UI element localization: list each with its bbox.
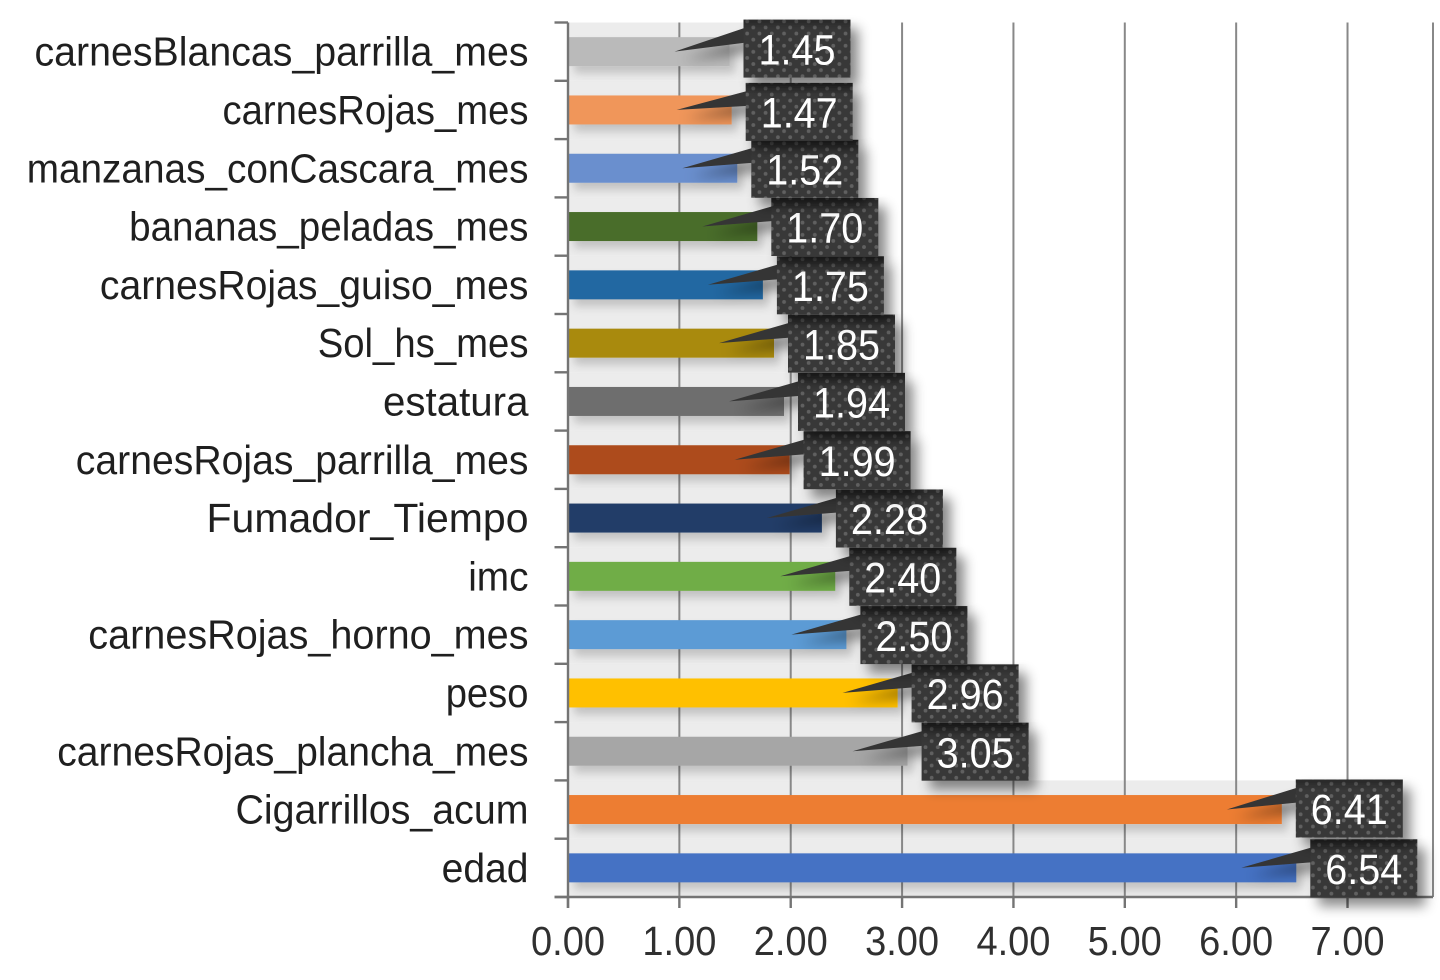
svg-text:Cigarrillos_acum: Cigarrillos_acum	[236, 787, 529, 833]
svg-text:2.00: 2.00	[754, 918, 828, 964]
svg-text:carnesRojas_guiso_mes: carnesRojas_guiso_mes	[100, 262, 529, 308]
svg-text:carnesRojas_mes: carnesRojas_mes	[223, 87, 529, 133]
svg-text:2.40: 2.40	[864, 555, 941, 603]
svg-text:carnesBlancas_parrilla_mes: carnesBlancas_parrilla_mes	[35, 29, 529, 75]
svg-text:2.96: 2.96	[927, 671, 1004, 719]
svg-text:0.00: 0.00	[531, 918, 605, 964]
svg-text:1.47: 1.47	[761, 90, 838, 138]
svg-text:carnesRojas_parrilla_mes: carnesRojas_parrilla_mes	[76, 437, 529, 483]
svg-text:2.50: 2.50	[875, 613, 952, 661]
svg-text:2.28: 2.28	[851, 496, 928, 544]
svg-text:1.99: 1.99	[819, 438, 896, 486]
svg-text:3.00: 3.00	[865, 918, 939, 964]
svg-text:Fumador_Tiempo: Fumador_Tiempo	[207, 495, 529, 541]
svg-text:6.00: 6.00	[1199, 918, 1273, 964]
svg-text:Sol_hs_mes: Sol_hs_mes	[318, 320, 529, 366]
svg-text:5.00: 5.00	[1088, 918, 1162, 964]
svg-text:1.85: 1.85	[803, 321, 880, 369]
svg-text:4.00: 4.00	[976, 918, 1050, 964]
svg-text:edad: edad	[442, 845, 529, 891]
svg-text:1.94: 1.94	[813, 380, 890, 428]
svg-text:6.54: 6.54	[1325, 846, 1402, 894]
svg-text:bananas_peladas_mes: bananas_peladas_mes	[129, 204, 528, 250]
svg-text:carnesRojas_plancha_mes: carnesRojas_plancha_mes	[57, 728, 528, 774]
svg-text:1.70: 1.70	[786, 205, 863, 253]
svg-text:1.45: 1.45	[759, 26, 836, 74]
svg-text:7.00: 7.00	[1311, 918, 1385, 964]
svg-text:1.00: 1.00	[642, 918, 716, 964]
svg-text:imc: imc	[468, 553, 528, 599]
svg-text:1.75: 1.75	[792, 263, 869, 311]
svg-text:3.05: 3.05	[937, 729, 1014, 777]
svg-text:carnesRojas_horno_mes: carnesRojas_horno_mes	[88, 612, 528, 658]
svg-text:1.52: 1.52	[766, 146, 843, 194]
svg-text:peso: peso	[446, 670, 529, 716]
svg-text:6.41: 6.41	[1311, 786, 1388, 834]
svg-text:manzanas_conCascara_mes: manzanas_conCascara_mes	[27, 145, 529, 191]
svg-text:estatura: estatura	[383, 378, 529, 424]
